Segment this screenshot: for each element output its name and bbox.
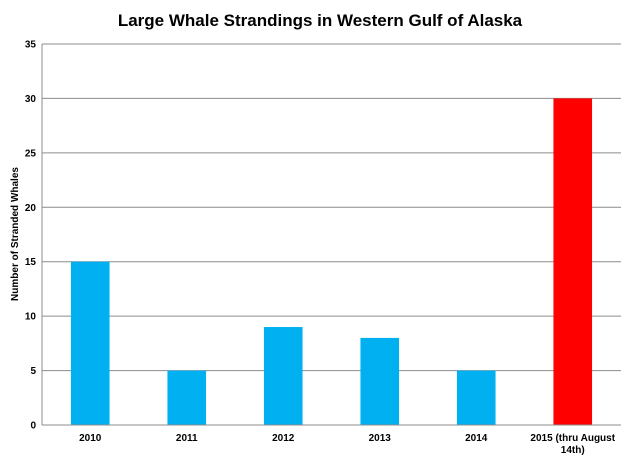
x-tick-label: 2013 [369,433,392,444]
bars [70,98,593,425]
x-tick-label: 2015 (thru August 14th) [530,433,615,456]
y-tick-label: 35 [25,40,37,51]
bar [167,370,207,425]
chart-title: Large Whale Strandings in Western Gulf o… [118,11,523,30]
x-tick-label: 2014 [465,433,488,444]
y-tick-label: 5 [30,366,36,377]
bar [263,327,303,425]
x-tick-label: 2010 [79,433,102,444]
x-tick-labels: 2010 2011 2012 2013 2014 2015 (thru August 14t… [79,433,616,456]
bar [360,337,400,425]
bar [70,261,110,425]
y-tick-label: 20 [25,203,37,214]
y-tick-label: 10 [25,312,37,323]
y-tick-label: 15 [25,257,37,268]
y-tick-label: 30 [25,94,37,105]
axes [41,44,621,426]
x-tick-label: 2011 [176,433,198,444]
y-tick-label: 25 [25,148,37,159]
bar [456,370,496,425]
gridlines [42,43,621,372]
bar [553,98,593,425]
x-tick-label: 2012 [272,433,295,444]
y-tick-label: 0 [30,421,36,432]
y-tick-labels: 0 5 10 15 20 25 30 35 [25,40,37,432]
y-axis-label: Number of Stranded Whales [10,167,21,301]
